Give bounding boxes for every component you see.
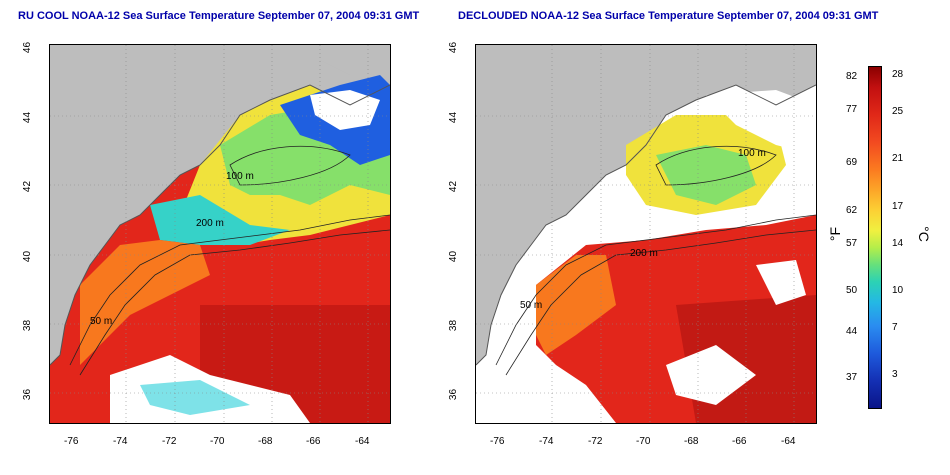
sst-colorbar — [868, 66, 882, 409]
lon-tick: -76 — [490, 436, 505, 447]
colorbar-f-tick: 37 — [846, 372, 858, 383]
lat-tick: 42 — [22, 180, 34, 193]
lon-tick: -76 — [64, 436, 79, 447]
colorbar-c-tick: 17 — [892, 201, 904, 212]
right-sst-map — [475, 44, 817, 424]
lat-tick: 36 — [448, 388, 460, 401]
colorbar-f-tick: 77 — [846, 104, 858, 115]
lon-tick: -66 — [732, 436, 747, 447]
lon-tick: -70 — [210, 436, 225, 447]
colorbar-c-tick: 28 — [892, 69, 904, 80]
lat-tick: 46 — [22, 41, 34, 54]
colorbar-c-tick: 25 — [892, 106, 904, 117]
lon-tick: -68 — [258, 436, 273, 447]
lat-tick: 40 — [22, 250, 34, 263]
colorbar-f-tick: 62 — [846, 205, 858, 216]
contour-label: 50 m — [520, 300, 543, 311]
lon-tick: -64 — [355, 436, 370, 447]
lat-tick: 38 — [448, 319, 460, 332]
lon-tick: -74 — [113, 436, 128, 447]
colorbar-f-tick: 44 — [846, 326, 858, 337]
colorbar-f-tick: 69 — [846, 157, 858, 168]
lat-tick: 36 — [22, 388, 34, 401]
left-panel-title: RU COOL NOAA-12 Sea Surface Temperature … — [18, 10, 420, 22]
colorbar-f-tick: 82 — [846, 71, 858, 82]
contour-label: 100 m — [738, 148, 766, 159]
left-sst-map — [49, 44, 391, 424]
colorbar-c-tick: 10 — [892, 285, 904, 296]
contour-label: 50 m — [90, 316, 113, 327]
lon-tick: -66 — [306, 436, 321, 447]
lon-tick: -68 — [684, 436, 699, 447]
colorbar-c-unit: °C — [915, 226, 932, 242]
lat-tick: 44 — [448, 111, 460, 124]
right-panel-title: DECLOUDED NOAA-12 Sea Surface Temperatur… — [458, 10, 879, 22]
lat-tick: 38 — [22, 319, 34, 332]
lon-tick: -70 — [636, 436, 651, 447]
colorbar-f-tick: 57 — [846, 238, 858, 249]
colorbar-f-tick: 50 — [846, 285, 858, 296]
colorbar-c-tick: 14 — [892, 238, 904, 249]
colorbar-f-unit: °F — [827, 226, 844, 242]
lat-tick: 44 — [22, 111, 34, 124]
colorbar-c-tick: 21 — [892, 153, 904, 164]
lon-tick: -64 — [781, 436, 796, 447]
colorbar-c-tick: 3 — [892, 369, 898, 380]
contour-label: 200 m — [196, 218, 224, 229]
lon-tick: -72 — [162, 436, 177, 447]
colorbar-c-tick: 7 — [892, 322, 898, 333]
lon-tick: -72 — [588, 436, 603, 447]
lon-tick: -74 — [539, 436, 554, 447]
contour-label: 100 m — [226, 171, 254, 182]
lat-tick: 40 — [448, 250, 460, 263]
contour-label: 200 m — [630, 248, 658, 259]
lat-tick: 42 — [448, 180, 460, 193]
lat-tick: 46 — [448, 41, 460, 54]
